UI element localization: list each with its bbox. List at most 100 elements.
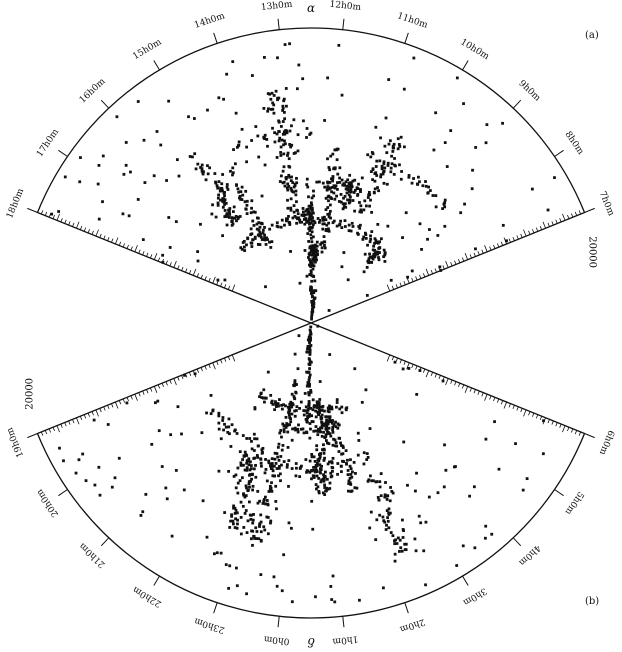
galaxy-point (159, 143, 163, 147)
galaxy-point (308, 229, 312, 232)
galaxy-point (320, 421, 324, 424)
galaxy-point (308, 344, 312, 348)
galaxy-point (379, 472, 383, 476)
ra-tick-label: 1h0m (331, 633, 358, 646)
galaxy-point (245, 454, 249, 457)
radial-scale-tick (87, 412, 90, 417)
radial-scale-tick (419, 274, 422, 279)
galaxy-point (280, 407, 284, 411)
galaxy-point (174, 220, 178, 224)
galaxy-point (282, 460, 286, 463)
radial-scale-tick (107, 405, 110, 410)
galaxy-point (292, 190, 295, 194)
galaxy-point (312, 189, 315, 193)
galaxy-point (326, 431, 330, 434)
radial-scale-tick (464, 386, 469, 393)
galaxy-point (281, 106, 285, 110)
galaxy-point (276, 402, 279, 406)
galaxy-point (400, 170, 403, 173)
galaxy-point (310, 279, 314, 283)
galaxy-point (313, 460, 317, 463)
galaxy-point (335, 224, 339, 228)
galaxy-point (289, 197, 293, 201)
galaxy-point (227, 425, 231, 429)
galaxy-point (246, 519, 250, 523)
galaxy-point (373, 251, 377, 255)
radial-scale-tick (386, 284, 391, 292)
galaxy-point (306, 212, 310, 216)
galaxy-point (324, 196, 328, 200)
galaxy-point (259, 235, 263, 239)
galaxy-point (387, 513, 391, 516)
radial-scale-tick (508, 238, 511, 243)
galaxy-point (350, 183, 353, 187)
galaxy-point (247, 482, 251, 486)
wedge-a-outline (36, 27, 586, 324)
galaxy-point (332, 191, 336, 195)
galaxy-point (314, 468, 318, 472)
galaxy-point (305, 274, 309, 278)
ra-tick (404, 602, 409, 614)
galaxy-point (223, 209, 227, 212)
radial-scale-tick (469, 387, 472, 392)
galaxy-point (307, 401, 311, 405)
galaxy-point (250, 529, 253, 533)
galaxy-point (279, 151, 283, 154)
galaxy-point (347, 223, 351, 227)
radial-scale-tick (411, 277, 414, 282)
galaxy-point (395, 542, 399, 545)
radial-scale-tick (208, 364, 211, 369)
radial-scale-tick (535, 227, 539, 232)
galaxy-point (318, 398, 322, 401)
galaxy-point (233, 429, 236, 433)
galaxy-point (309, 265, 313, 268)
galaxy-point (265, 236, 269, 240)
galaxy-point (217, 421, 221, 425)
wedge-a-radial-scale (37, 205, 585, 292)
galaxy-point (115, 115, 119, 119)
galaxy-point (92, 418, 96, 422)
galaxy-point (274, 500, 278, 503)
galaxy-point (293, 397, 297, 401)
galaxy-point (310, 317, 313, 321)
galaxy-point (249, 517, 253, 521)
galaxy-point (286, 182, 290, 186)
radial-scale-tick (181, 375, 184, 380)
galaxy-point (321, 227, 325, 231)
galaxy-point (228, 432, 231, 436)
galaxy-point (340, 405, 344, 409)
galaxy-point (306, 345, 310, 348)
galaxy-point (340, 464, 343, 468)
galaxy-point (224, 214, 228, 218)
galaxy-point (310, 455, 314, 459)
galaxy-point (268, 240, 271, 244)
galaxy-point (328, 481, 332, 485)
galaxy-point (382, 160, 386, 164)
galaxy-point (364, 236, 368, 240)
galaxy-point (287, 214, 290, 218)
galaxy-point (340, 411, 344, 415)
galaxy-point (322, 447, 326, 451)
galaxy-point (323, 246, 327, 250)
radial-scale-tick (107, 236, 110, 241)
galaxy-point (211, 203, 214, 207)
galaxy-point (310, 264, 314, 268)
galaxy-point (320, 424, 324, 428)
galaxy-point (255, 530, 259, 533)
galaxy-point (343, 219, 347, 223)
galaxy-point (385, 151, 389, 155)
galaxy-point (360, 176, 364, 180)
galaxy-point (253, 237, 257, 240)
ra-tick (27, 433, 38, 439)
galaxy-point (311, 527, 315, 531)
galaxy-point (400, 518, 404, 522)
galaxy-point (327, 215, 331, 219)
galaxy-point (383, 252, 387, 256)
galaxy-point (287, 157, 291, 161)
radial-scale-tick (103, 406, 106, 411)
galaxy-point (368, 526, 372, 530)
ra-tick (404, 32, 409, 44)
galaxy-point (398, 163, 401, 167)
radial-scale-tick (450, 379, 453, 384)
galaxy-point (321, 448, 324, 452)
